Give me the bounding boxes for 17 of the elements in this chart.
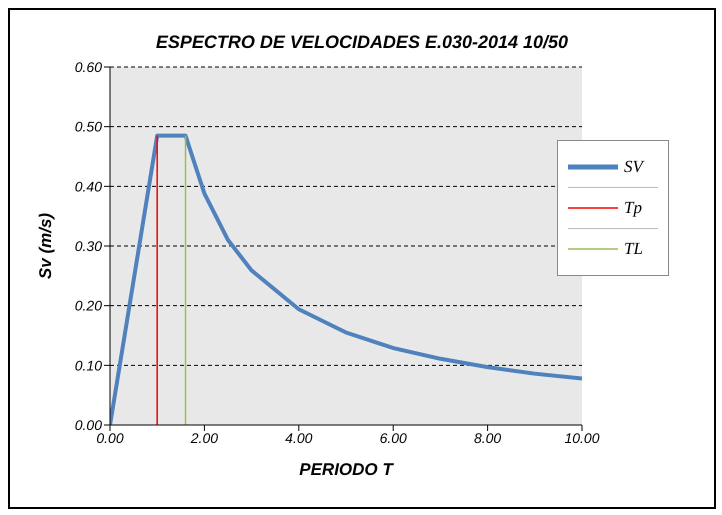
- x-axis-title: PERIODO T: [299, 460, 394, 479]
- legend-label: SV: [624, 157, 643, 177]
- y-tick-label: 0.30: [74, 238, 102, 254]
- x-tick-label: 2.00: [190, 430, 218, 446]
- x-tick-label: 4.00: [285, 430, 313, 446]
- legend-label: Tp: [624, 198, 642, 218]
- y-axis-title: Sv (m/s): [36, 212, 56, 280]
- y-tick-label: 0.40: [74, 178, 102, 194]
- x-tick-label: 10.00: [564, 430, 600, 446]
- y-tick-label: 0.60: [74, 58, 102, 75]
- y-tick-label: 0.50: [74, 118, 102, 135]
- x-tick-label: 8.00: [474, 430, 502, 446]
- y-tick-label: 0.10: [74, 357, 102, 374]
- legend-label: TL: [624, 239, 643, 259]
- y-tick-label: 0.20: [74, 298, 102, 314]
- x-tick-label: 6.00: [380, 430, 408, 446]
- chart-title: ESPECTRO DE VELOCIDADES E.030-2014 10/50: [154, 32, 570, 53]
